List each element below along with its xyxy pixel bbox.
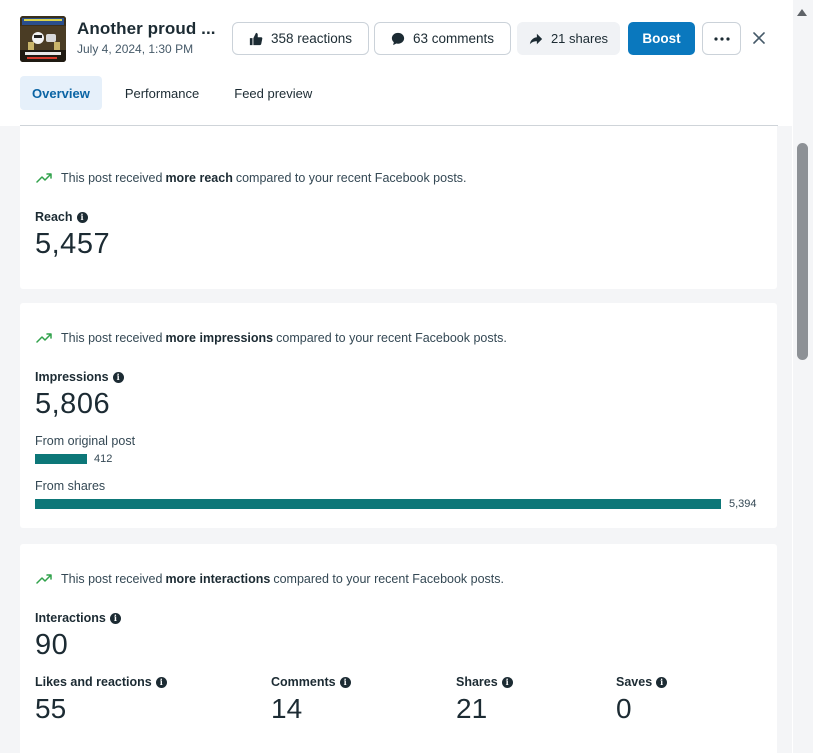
trending-up-icon — [36, 574, 52, 584]
from-original-bar — [35, 454, 87, 464]
trending-up-icon — [36, 333, 52, 343]
from-shares-value: 5,394 — [729, 498, 757, 510]
shares-stat-value: 21 — [456, 693, 488, 724]
reach-label: Reach i — [35, 210, 88, 224]
reactions-label: 358 reactions — [270, 31, 353, 46]
tab-overview[interactable]: Overview — [20, 76, 102, 110]
insights-content[interactable]: This post received more reach compared to … — [0, 126, 792, 753]
more-options-button[interactable] — [702, 22, 741, 55]
from-shares-label: From shares — [35, 479, 106, 493]
comments-stat-value: 14 — [271, 693, 303, 724]
info-icon[interactable]: i — [339, 676, 351, 688]
interactions-card: This post received more interactions compa… — [20, 544, 777, 753]
tab-feed-preview[interactable]: Feed preview — [234, 85, 313, 101]
comments-stat-label: Comments i — [271, 675, 351, 689]
trending-up-icon — [36, 173, 52, 183]
reach-insight: This post received more reach compared to … — [36, 171, 467, 185]
shares-label: 21 shares — [550, 31, 609, 46]
interactions-label: Interactions i — [35, 611, 121, 625]
interactions-insight: This post received more interactions compa… — [36, 572, 504, 586]
close-icon — [753, 32, 765, 44]
comments-button[interactable]: 63 comments — [374, 22, 511, 55]
interactions-value: 90 — [35, 629, 69, 661]
info-icon[interactable]: i — [656, 676, 668, 688]
scrollbar-track[interactable] — [793, 0, 813, 753]
scrollbar-thumb[interactable] — [797, 143, 808, 360]
impressions-label: Impressions i — [35, 370, 124, 384]
impressions-insight: This post received more impressions compar… — [36, 331, 507, 345]
likes-reactions-value: 55 — [35, 693, 67, 724]
post-date: July 4, 2024, 1:30 PM — [77, 42, 194, 56]
reach-value: 5,457 — [35, 228, 111, 260]
comments-label: 63 comments — [412, 31, 495, 46]
share-arrow-icon — [529, 33, 543, 44]
likes-reactions-label: Likes and reactions i — [35, 675, 167, 689]
more-dots-icon — [713, 36, 730, 41]
thumbs-up-icon — [249, 32, 263, 45]
saves-stat-label: Saves i — [616, 675, 668, 689]
shares-button[interactable]: 21 shares — [517, 22, 620, 55]
header-divider — [20, 125, 778, 126]
info-icon[interactable]: i — [112, 371, 124, 383]
shares-stat-label: Shares i — [456, 675, 513, 689]
close-button[interactable] — [749, 28, 769, 48]
info-icon[interactable]: i — [501, 676, 513, 688]
tab-performance[interactable]: Performance — [124, 85, 200, 101]
reach-card: This post received more reach compared to … — [20, 126, 777, 289]
from-shares-bar — [35, 499, 721, 509]
post-title: Another proud ... — [77, 19, 216, 38]
info-icon[interactable]: i — [76, 211, 88, 223]
from-original-value: 412 — [94, 453, 113, 465]
scroll-up-arrow[interactable] — [797, 9, 807, 16]
post-thumbnail — [20, 16, 66, 62]
from-original-label: From original post — [35, 434, 136, 448]
info-icon[interactable]: i — [109, 612, 121, 624]
reactions-button[interactable]: 358 reactions — [232, 22, 369, 55]
post-insights-header: Another proud ... July 4, 2024, 1:30 PM … — [0, 0, 790, 126]
impressions-value: 5,806 — [35, 388, 111, 420]
saves-stat-value: 0 — [616, 693, 632, 724]
boost-button[interactable]: Boost — [628, 22, 695, 55]
impressions-card: This post received more impressions compar… — [20, 303, 777, 528]
info-icon[interactable]: i — [155, 676, 167, 688]
comment-bubble-icon — [391, 32, 405, 45]
tab-bar: Overview Performance Feed preview — [20, 76, 335, 110]
